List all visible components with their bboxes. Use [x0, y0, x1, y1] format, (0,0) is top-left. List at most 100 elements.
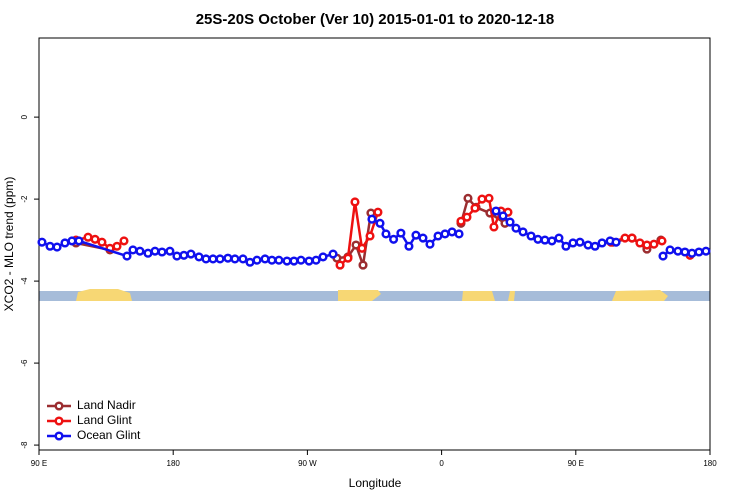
data-point [447, 227, 457, 237]
land-patch [76, 289, 132, 301]
data-point [463, 193, 473, 203]
series-line [336, 212, 373, 267]
data-point [498, 211, 508, 221]
y-axis-label: XCO2 - MLO trend (ppm) [2, 177, 16, 312]
data-point [165, 246, 175, 256]
data-point [358, 260, 368, 270]
data-point [350, 197, 360, 207]
y-tick-label: -2 [20, 195, 29, 203]
data-point [90, 234, 100, 244]
y-tick-label: -6 [20, 359, 29, 367]
data-point [425, 239, 435, 249]
y-tick-label: -8 [20, 441, 29, 449]
data-point [365, 231, 375, 241]
data-point [673, 246, 683, 256]
land-patch [338, 290, 381, 301]
data-point [238, 254, 248, 264]
data-point [491, 206, 501, 216]
legend-marker [54, 416, 64, 426]
data-point [680, 247, 690, 257]
data-point [373, 207, 383, 217]
data-point [433, 231, 443, 241]
land-patch [612, 290, 668, 301]
legend-label: Land Glint [77, 413, 132, 427]
data-point [328, 249, 338, 259]
data-point [357, 243, 367, 253]
data-point [642, 240, 652, 250]
y-tick-label: 0 [20, 114, 29, 119]
data-point [252, 255, 262, 265]
y-tick-label: -4 [20, 277, 29, 285]
data-point [454, 229, 464, 239]
series [71, 193, 666, 270]
data-point [135, 246, 145, 256]
data-point [343, 253, 353, 263]
data-point [128, 245, 138, 255]
land-ocean-strip [39, 289, 710, 301]
data-point [561, 241, 571, 251]
data-point [274, 255, 284, 265]
data-point [404, 241, 414, 251]
x-tick-label: 90 E [568, 459, 584, 468]
data-point [611, 237, 621, 247]
data-point [186, 249, 196, 259]
data-point [267, 255, 277, 265]
data-point [540, 235, 550, 245]
data-point [245, 257, 255, 267]
data-point [83, 232, 93, 242]
data-point [477, 194, 487, 204]
chart-title: 25S-20S October (Ver 10) 2015-01-01 to 2… [196, 11, 555, 28]
data-point [215, 254, 225, 264]
x-tick-label: 180 [703, 459, 717, 468]
data-point [296, 255, 306, 265]
x-tick-label: 180 [167, 459, 181, 468]
data-point [223, 253, 233, 263]
x-axis-label: Longitude [349, 476, 402, 490]
data-point [367, 214, 377, 224]
data-point [411, 230, 421, 240]
data-point [67, 236, 77, 246]
legend-label: Land Nadir [77, 398, 136, 412]
data-point [282, 256, 292, 266]
data-point [418, 233, 428, 243]
data-point [143, 248, 153, 258]
data-point [590, 241, 600, 251]
x-tick-label: 90 E [31, 459, 47, 468]
data-point [456, 216, 466, 226]
x-tick-label: 0 [439, 459, 444, 468]
legend-marker [54, 431, 64, 441]
data-point [396, 228, 406, 238]
data-point [511, 223, 521, 233]
data-point [505, 217, 515, 227]
data-point [701, 246, 711, 256]
data-point [694, 247, 704, 257]
data-point [547, 236, 557, 246]
data-point [201, 254, 211, 264]
data-point [554, 233, 564, 243]
data-point [289, 256, 299, 266]
data-point [583, 240, 593, 250]
legend-marker [54, 401, 64, 411]
data-point [172, 251, 182, 261]
data-point [150, 246, 160, 256]
data-point [484, 193, 494, 203]
data-point [665, 245, 675, 255]
data-point [112, 241, 122, 251]
data-point [37, 237, 47, 247]
data-point [518, 227, 528, 237]
data-point [597, 238, 607, 248]
data-point [230, 254, 240, 264]
data-point [311, 255, 321, 265]
x-tick-label: 90 W [298, 459, 317, 468]
series [37, 206, 711, 267]
data-point [470, 203, 480, 213]
data-point [627, 233, 637, 243]
data-point [208, 254, 218, 264]
land-patch [462, 291, 495, 301]
data-point [119, 236, 129, 246]
land-patch [508, 291, 515, 301]
data-point [157, 247, 167, 257]
data-point [687, 248, 697, 258]
